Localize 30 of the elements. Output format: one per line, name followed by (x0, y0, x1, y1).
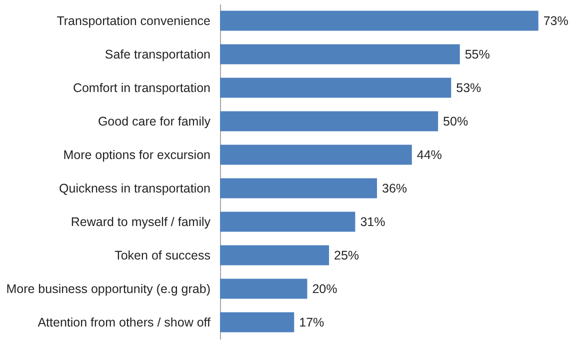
bar (220, 178, 377, 198)
y-tick-label: Token of success (114, 248, 210, 262)
y-tick-label: Transportation convenience (56, 14, 211, 28)
data-label: 55% (464, 47, 490, 62)
data-label: 36% (382, 181, 408, 196)
bar (220, 111, 438, 132)
y-tick-label: Quickness in transportation (59, 181, 211, 196)
y-tick-label: Good care for family (98, 114, 212, 128)
bar (220, 212, 356, 232)
y-tick-label: Reward to myself / family (70, 214, 212, 229)
data-label: 50% (443, 114, 468, 128)
data-label: 31% (360, 214, 386, 229)
data-label: 25% (334, 248, 360, 262)
bar (220, 278, 308, 299)
bar (220, 144, 412, 165)
bar (220, 78, 452, 98)
y-tick-label: Comfort in transportation (72, 80, 211, 95)
data-label: 44% (416, 148, 442, 162)
bar (220, 44, 460, 64)
data-label: 20% (312, 282, 338, 296)
y-tick-label: More options for excursion (63, 148, 211, 162)
bar (220, 10, 538, 31)
data-label: 73% (543, 14, 568, 28)
data-label: 53% (456, 80, 482, 95)
data-label: 17% (299, 315, 324, 330)
y-tick-label: More business opportunity (e.g grab) (6, 282, 210, 296)
y-tick-label: Attention from others / show off (38, 315, 212, 330)
bar (220, 312, 294, 332)
bar (220, 245, 330, 266)
y-tick-label: Safe transportation (104, 47, 211, 62)
